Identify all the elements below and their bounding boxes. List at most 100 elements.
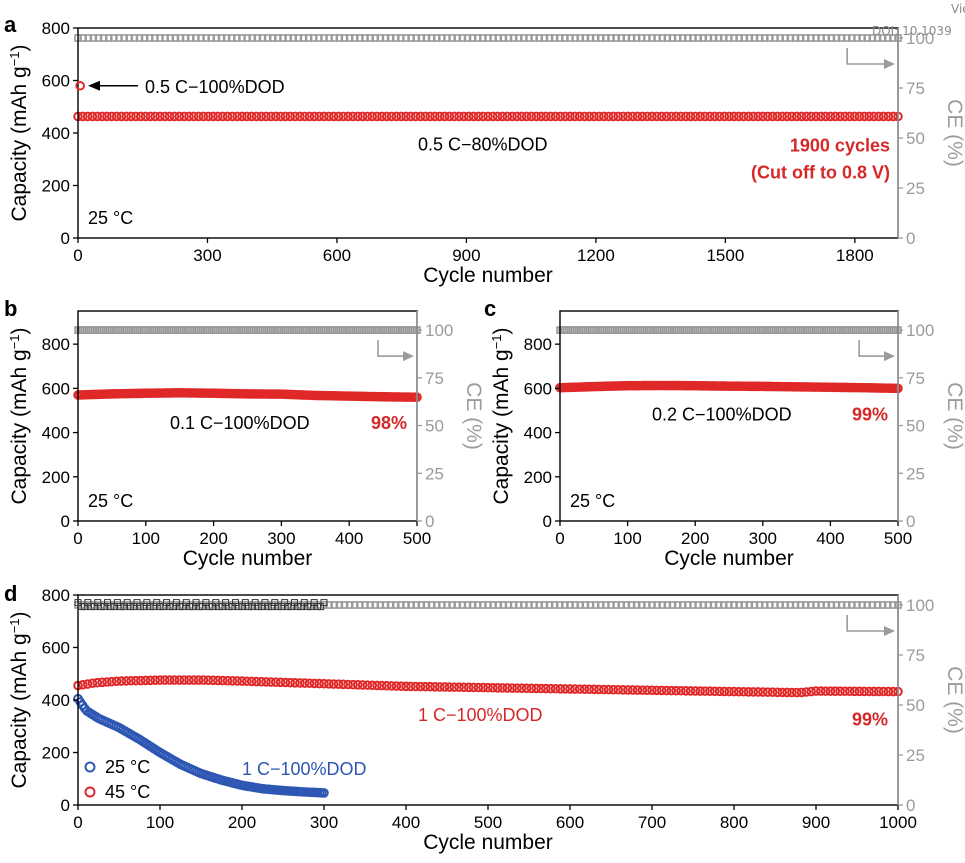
ce-point [760,34,769,42]
ce-point [731,326,740,334]
ce-point [205,326,214,334]
ce-point [596,601,605,609]
capacity-point [512,683,522,693]
ce-point [112,326,120,334]
ce-point [668,34,677,42]
capacity-point [184,675,194,685]
ce-point [807,601,815,609]
capacity-point [820,686,831,696]
ce-point [239,326,248,334]
capacity-point [169,111,180,122]
ce-point [579,326,588,334]
ce-point [889,601,897,609]
capacity-point [449,111,460,122]
y-tick-label: 600 [42,72,70,91]
ce-point [853,601,861,609]
capacity-point [246,676,257,687]
capacity-point [352,680,363,690]
capacity-point [386,111,397,122]
y-tick-label: 0 [61,229,70,248]
ce-point [140,34,149,42]
capacity-point [820,111,831,122]
ce-point [712,326,721,334]
capacity-point [584,111,595,122]
ce-point [589,326,598,334]
capacity-point [319,678,329,689]
ce-point [288,326,296,334]
ce-arrow-head [884,626,895,636]
capacity-point [483,682,493,693]
capacity-point [280,111,291,122]
capacity-point [854,686,865,697]
capacity-point [680,686,691,696]
ce-point [309,34,318,42]
capacity-point [106,111,117,122]
capacity-point [613,111,624,122]
ce-point [514,34,523,42]
capacity-point [680,111,691,122]
ce-point [767,326,776,334]
capacity-point [507,683,517,693]
ce-point [870,326,879,334]
ce-point [408,326,417,334]
ce-point [407,601,415,609]
capacity-point [309,678,320,689]
y-tick-label: 200 [42,468,70,487]
ce-point [673,601,682,609]
ce-point [602,601,610,609]
ce-point [699,326,708,334]
ce-point [525,34,533,42]
ce-arrow-line [377,340,405,357]
ce-point [653,601,661,609]
ce-point [360,326,368,334]
ce-point [330,326,339,334]
capacity-point [328,111,339,122]
y2-tick-label: 75 [906,369,925,388]
x-axis-title: Cycle number [423,264,553,287]
ce-point [438,34,446,42]
capacity-point [116,111,127,122]
ce-point [570,326,579,334]
ce-point [315,34,323,42]
ce-point [750,326,759,334]
ce-point [392,326,400,334]
ce-point [566,34,574,42]
ce-point [148,326,156,334]
ce-arrow-line [846,48,886,65]
ce-point [335,601,344,609]
ce-point [868,34,877,42]
capacity-point [883,111,894,122]
ce-point [621,326,630,334]
ce-point [742,326,750,334]
ce-point [432,601,441,609]
ce-point [577,326,585,334]
ce-point [657,326,666,334]
ce-point [763,326,771,334]
ce-point [863,601,872,609]
ce-point [718,326,727,334]
ce-point [651,326,659,334]
ce-point [545,34,554,42]
ce-point [186,601,195,609]
ce-point [586,34,595,42]
ce-point [489,601,497,609]
chart-panel-d: d0 100 200 300 400 500 600 700 800 900 10000200400… [4,581,965,854]
ce-point [343,326,351,334]
capacity-point [430,111,440,122]
capacity-point [357,680,368,690]
capacity-point [160,111,170,122]
ce-point [637,601,646,609]
series-rate-label-45c: 1 C−100%DOD [418,705,543,725]
ce-point [355,326,364,334]
ce-point [540,34,549,42]
ce-arrow-head [403,351,414,362]
annotation-label: 0.5 C−100%DOD [145,77,285,97]
capacity-point [242,111,252,122]
ce-point [95,326,103,334]
ce-point [666,326,674,334]
capacity-point [473,111,484,122]
ce-point [178,326,186,334]
capacity-point [468,682,479,693]
capacity-point [324,111,334,122]
ce-point [463,601,472,609]
